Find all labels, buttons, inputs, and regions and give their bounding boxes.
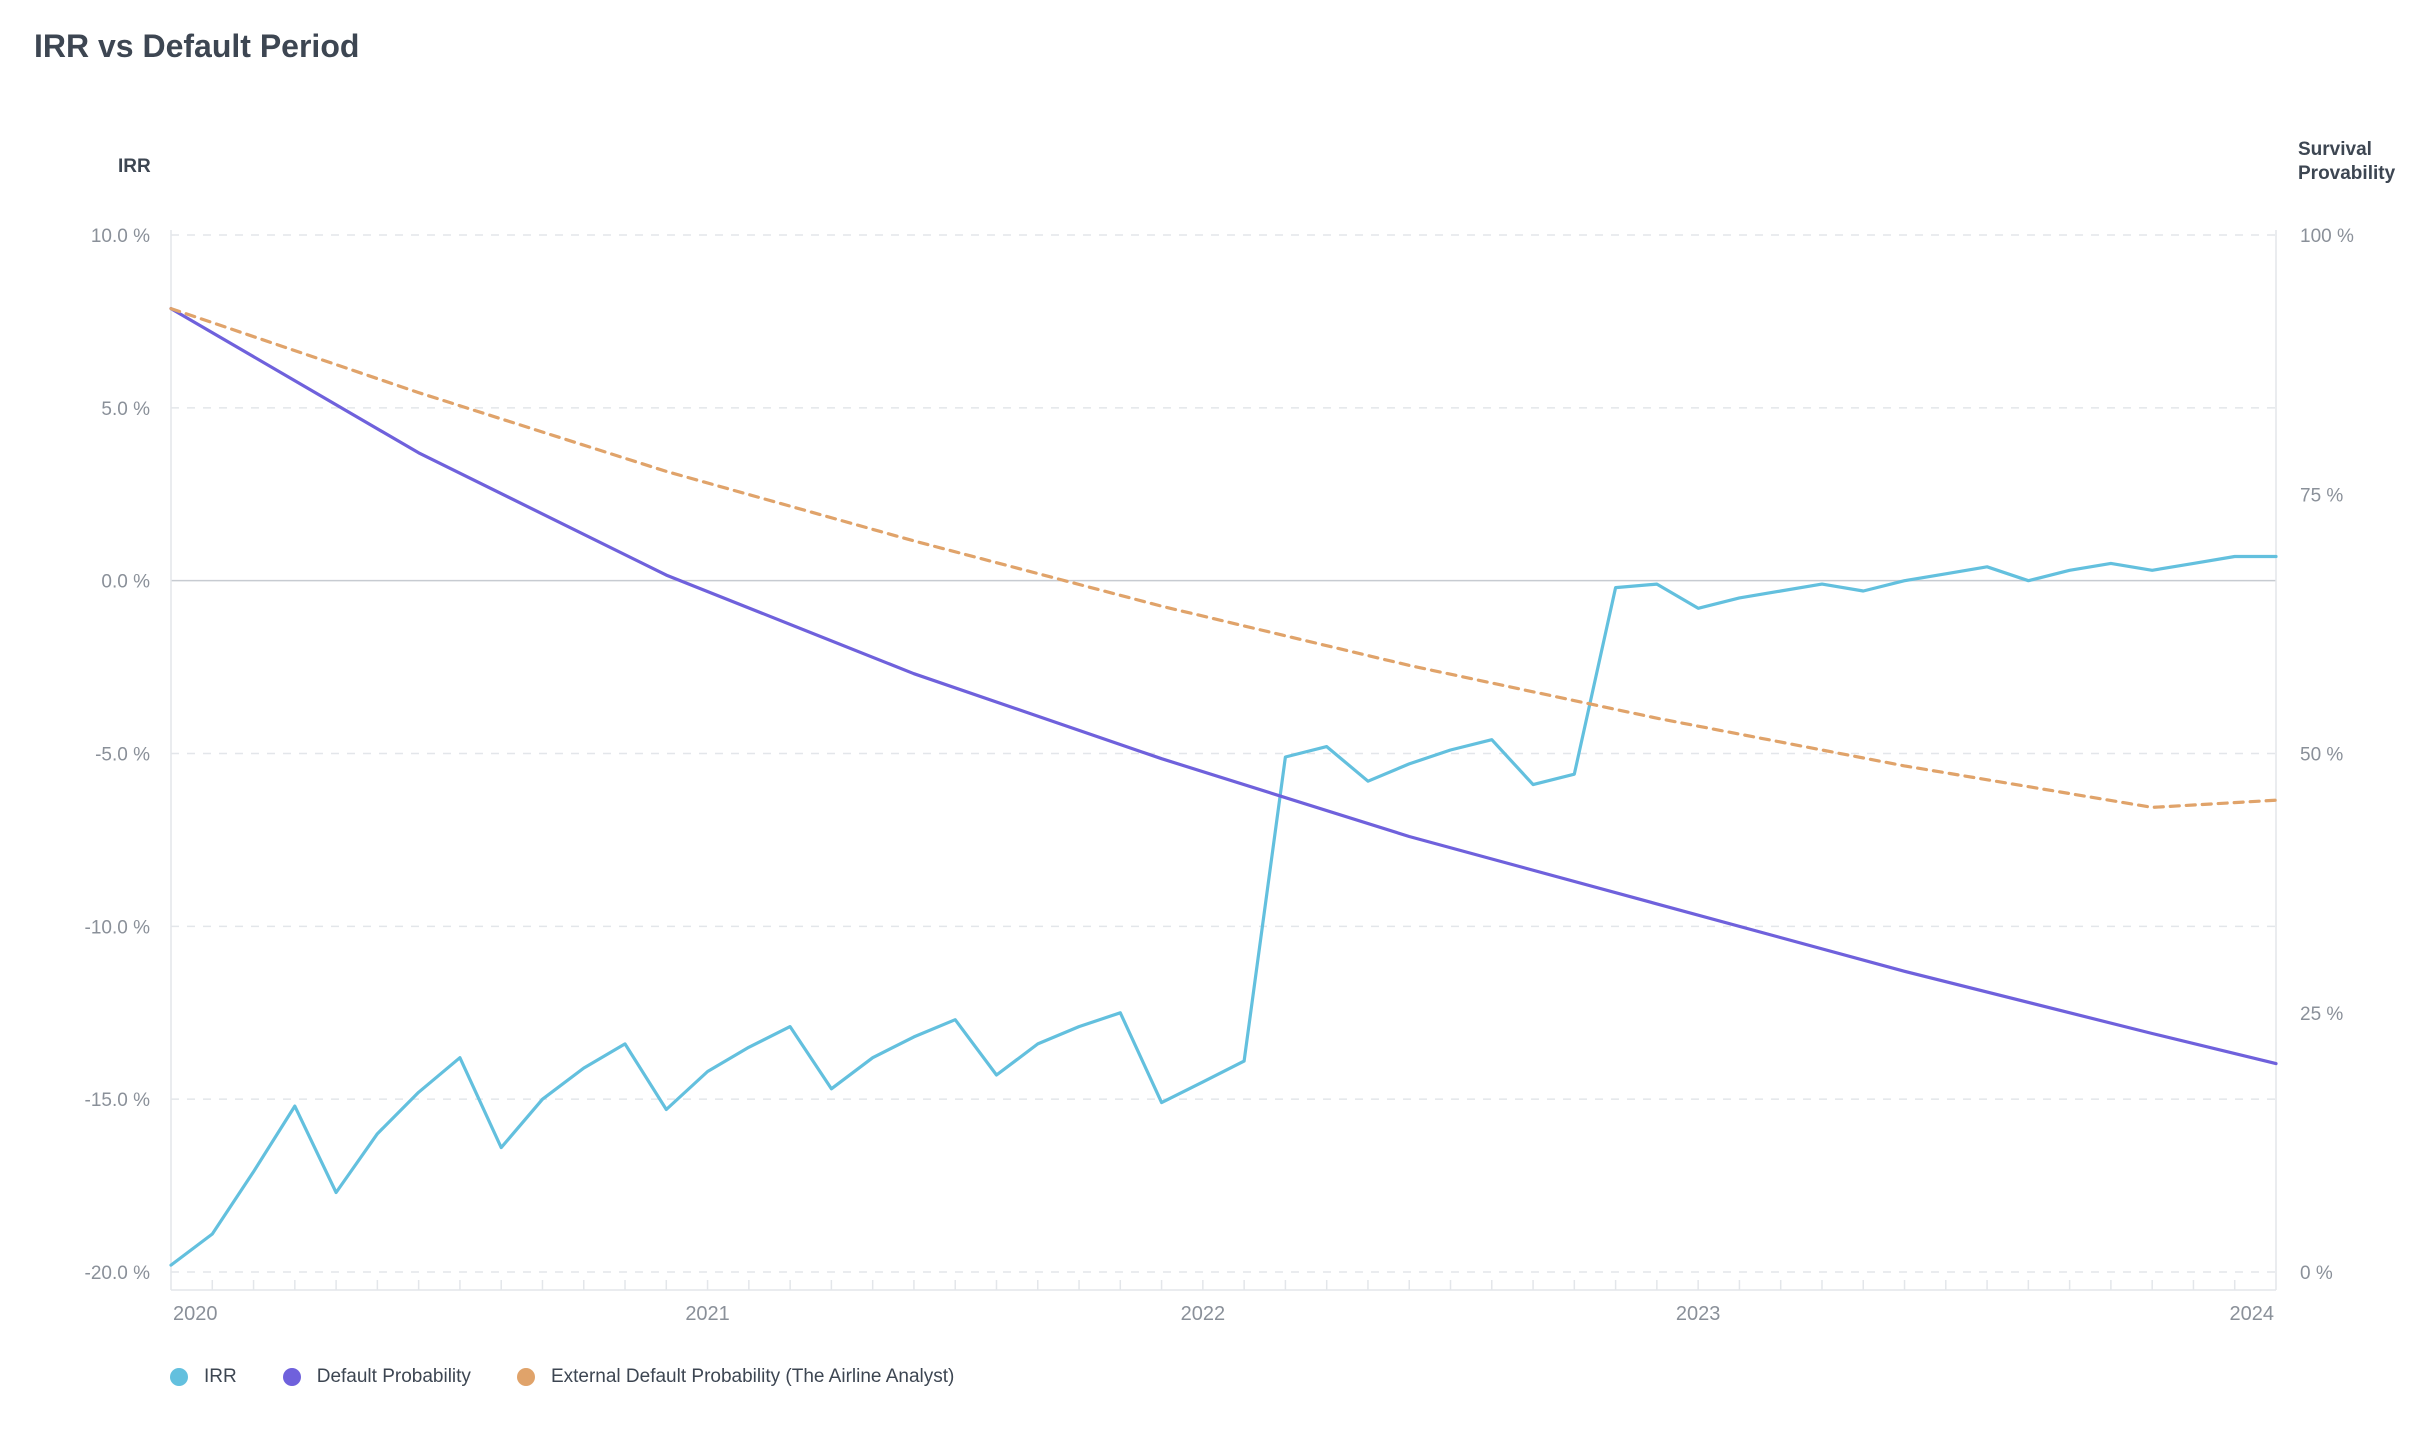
y-right-axis-label: Survival Provability: [2298, 139, 2396, 184]
legend-label: IRR: [204, 1366, 237, 1387]
x-tick-label: 2023: [1676, 1303, 1721, 1325]
y-left-axis-label: IRR: [118, 156, 151, 177]
y-left-tick-label: 0.0 %: [101, 572, 150, 593]
page-title: IRR vs Default Period: [34, 28, 360, 64]
legend-label: Default Probability: [316, 1366, 471, 1387]
legend-label: External Default Probability (The Airlin…: [550, 1366, 955, 1387]
y-left-tick-label: 10.0 %: [91, 226, 150, 247]
external-default-probability-line: [169, 307, 2278, 809]
y-left-tick-label: -5.0 %: [95, 745, 150, 766]
y-right-tick-label: 25 %: [2300, 1004, 2343, 1025]
legend-dot-icon: [282, 1368, 301, 1386]
y-left-tick-label: -20.0 %: [85, 1263, 151, 1284]
y-left-tick-label: -10.0 %: [85, 917, 151, 938]
y-right-tick-label: 75 %: [2300, 485, 2343, 506]
legend-dot-icon: [516, 1368, 535, 1386]
legend-dot-icon: [170, 1368, 188, 1386]
legend-item[interactable]: IRR: [170, 1366, 237, 1388]
y-right-tick-label: 100 %: [2300, 226, 2354, 247]
y-right-tick-label: 0 %: [2300, 1263, 2333, 1284]
default-probability-line: [169, 307, 2278, 1066]
y-right-tick-label: 50 %: [2300, 745, 2343, 766]
legend: IRR Default Probability External Default P…: [170, 1366, 1000, 1388]
x-tick-label: 2024: [2230, 1303, 2275, 1325]
y-left-tick-label: 5.0 %: [101, 399, 150, 420]
x-tick-label: 2022: [1181, 1303, 1226, 1325]
x-tick-label: 2021: [685, 1303, 730, 1325]
y-left-tick-label: -15.0 %: [85, 1090, 151, 1111]
x-tick-label: 2020: [173, 1303, 218, 1325]
legend-item[interactable]: External Default Probability (The Airlin…: [516, 1366, 955, 1388]
irr-line: [169, 554, 2278, 1267]
legend-item[interactable]: Default Probability: [282, 1366, 471, 1388]
